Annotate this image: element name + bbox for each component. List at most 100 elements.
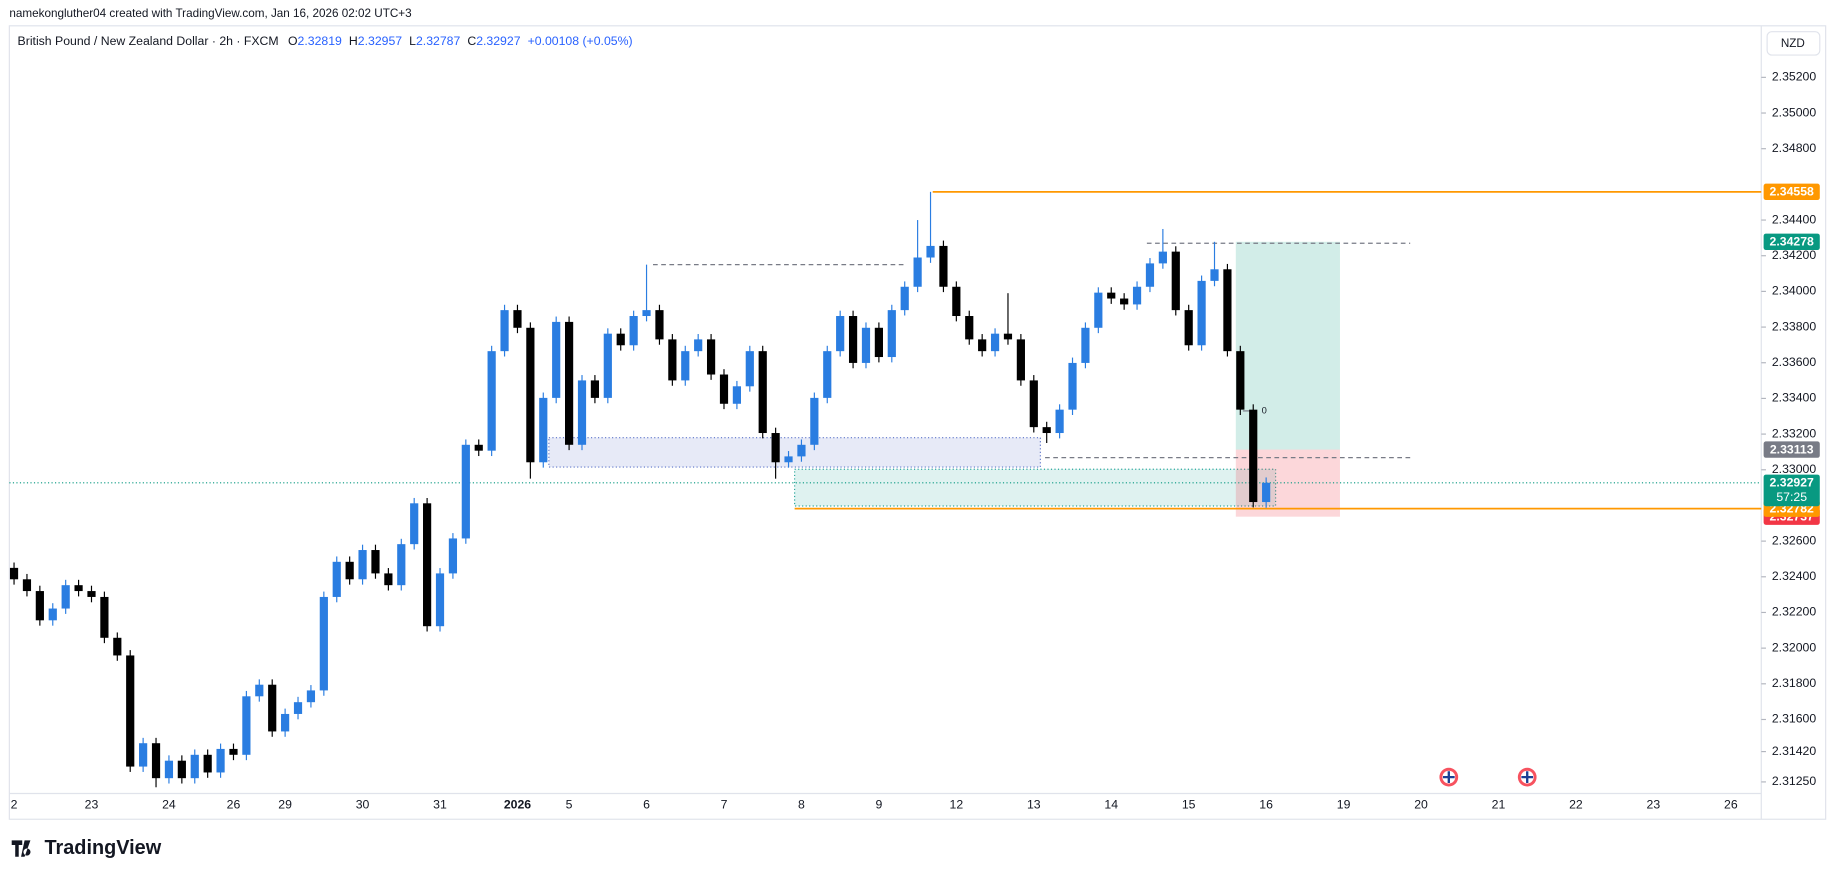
ohlc-name: H [349, 34, 358, 48]
chart-frame [8, 25, 1827, 820]
candle-body [1107, 292, 1116, 299]
candle-body [965, 316, 974, 340]
candle-body [423, 503, 432, 627]
candle-body [177, 760, 186, 779]
candle-body [216, 748, 225, 773]
candle-body [668, 339, 677, 381]
candle-body [1249, 409, 1258, 503]
candle-body [810, 397, 819, 445]
currency-button[interactable] [1766, 31, 1821, 56]
brand-logo [11, 840, 31, 857]
y-tick-label: 2.34200 [1772, 248, 1817, 262]
ohlc-value: 2.32787 [416, 34, 461, 48]
candle-body [1236, 351, 1245, 410]
candle-body [190, 754, 199, 779]
ohlc-value: 2.32927 [476, 34, 521, 48]
y-tick-label: 2.32200 [1772, 605, 1817, 619]
candle-body [771, 433, 780, 463]
candle-body [694, 339, 703, 352]
x-tick-label: 2 [11, 797, 18, 811]
candle-body [500, 310, 509, 352]
y-tick-label: 2.33800 [1772, 319, 1817, 333]
entry-label-bg [1763, 441, 1820, 458]
last-price-label: 2.32927 [1770, 476, 1815, 490]
candle-body [48, 608, 57, 621]
candle-body [874, 327, 883, 358]
candle-body [100, 596, 109, 638]
candle-body [371, 550, 380, 574]
candle-body [164, 760, 174, 779]
y-tick-label: 2.34800 [1772, 141, 1817, 155]
y-tick-label: 2.31420 [1772, 744, 1817, 758]
y-tick-label: 2.33600 [1772, 355, 1817, 369]
candle-body [758, 351, 767, 434]
fib-label: 0 [1262, 405, 1267, 415]
level-label-bg [1763, 183, 1820, 201]
x-tick-label: 26 [227, 797, 241, 811]
y-tick-label: 2.33000 [1772, 462, 1817, 476]
event-flag[interactable] [1439, 767, 1459, 787]
candle-body [861, 327, 871, 363]
candle-body [939, 245, 948, 287]
y-tick-label: 2.32600 [1772, 533, 1817, 547]
candle-body [926, 245, 935, 258]
x-tick-label: 23 [1647, 797, 1661, 811]
candle-body [900, 286, 909, 311]
x-tick-label: 2026 [504, 797, 531, 811]
candle-body [358, 550, 367, 580]
candle-body [1042, 427, 1051, 434]
y-tick-label: 2.31600 [1772, 712, 1817, 726]
candle-body [1262, 482, 1271, 503]
countdown: 57:25 [1776, 490, 1807, 504]
candle-body [952, 286, 961, 317]
candle-body [435, 573, 445, 627]
candle-body [642, 310, 651, 317]
candle-body [1210, 269, 1219, 281]
candle-body [681, 351, 690, 381]
event-flag[interactable] [1517, 767, 1537, 787]
target-label-bg [1763, 233, 1820, 251]
candle-body [474, 444, 483, 451]
x-tick-label: 12 [950, 797, 964, 811]
candle-body [1132, 286, 1142, 305]
candle-body [848, 316, 858, 363]
candle-body [836, 316, 845, 352]
candle-body [1003, 333, 1013, 340]
x-tick-label: 20 [1414, 797, 1428, 811]
candle-body [1055, 409, 1064, 434]
y-tick-label: 2.33400 [1772, 391, 1817, 405]
x-tick-label: 30 [356, 797, 370, 811]
x-tick-label: 16 [1259, 797, 1273, 811]
candle-body [87, 591, 96, 597]
candle-body [990, 333, 1000, 352]
x-tick-label: 24 [162, 797, 176, 811]
candle-body [513, 310, 522, 328]
level-label: 2.34558 [1770, 185, 1815, 199]
candle-body [384, 573, 393, 586]
y-tick-label: 2.31250 [1772, 774, 1817, 788]
currency[interactable]: NZD [1781, 37, 1805, 50]
candle-body [242, 696, 251, 755]
zone [548, 437, 1041, 468]
x-tick-label: 21 [1492, 797, 1506, 811]
x-tick-label: 8 [798, 797, 805, 811]
symbol-title: British Pound / New Zealand Dollar · 2h … [18, 34, 279, 48]
candle-body [745, 351, 754, 387]
candle-body [564, 321, 574, 445]
x-tick-label: 26 [1724, 797, 1738, 811]
plot: 2.31250 2.31420 2.31600 2.31800 2.32000 2.322… [9, 70, 1820, 811]
candle-body [732, 386, 741, 404]
candle-body [255, 684, 264, 697]
candle-body [655, 310, 664, 340]
x-tick-label: 22 [1569, 797, 1583, 811]
x-tick-label: 6 [643, 797, 650, 811]
candle-body [1068, 362, 1077, 410]
y-tick-label: 2.34000 [1772, 284, 1817, 298]
candle-body [9, 567, 19, 580]
candle-body [1158, 251, 1167, 264]
x-tick-label: 19 [1337, 797, 1351, 811]
candle-body [577, 380, 587, 445]
y-tick-label: 2.35000 [1772, 105, 1817, 119]
candle-body [823, 351, 832, 398]
